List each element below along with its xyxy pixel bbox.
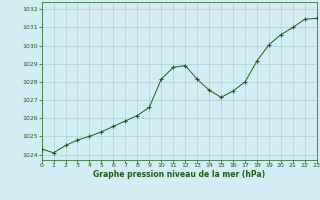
X-axis label: Graphe pression niveau de la mer (hPa): Graphe pression niveau de la mer (hPa) <box>93 170 265 179</box>
